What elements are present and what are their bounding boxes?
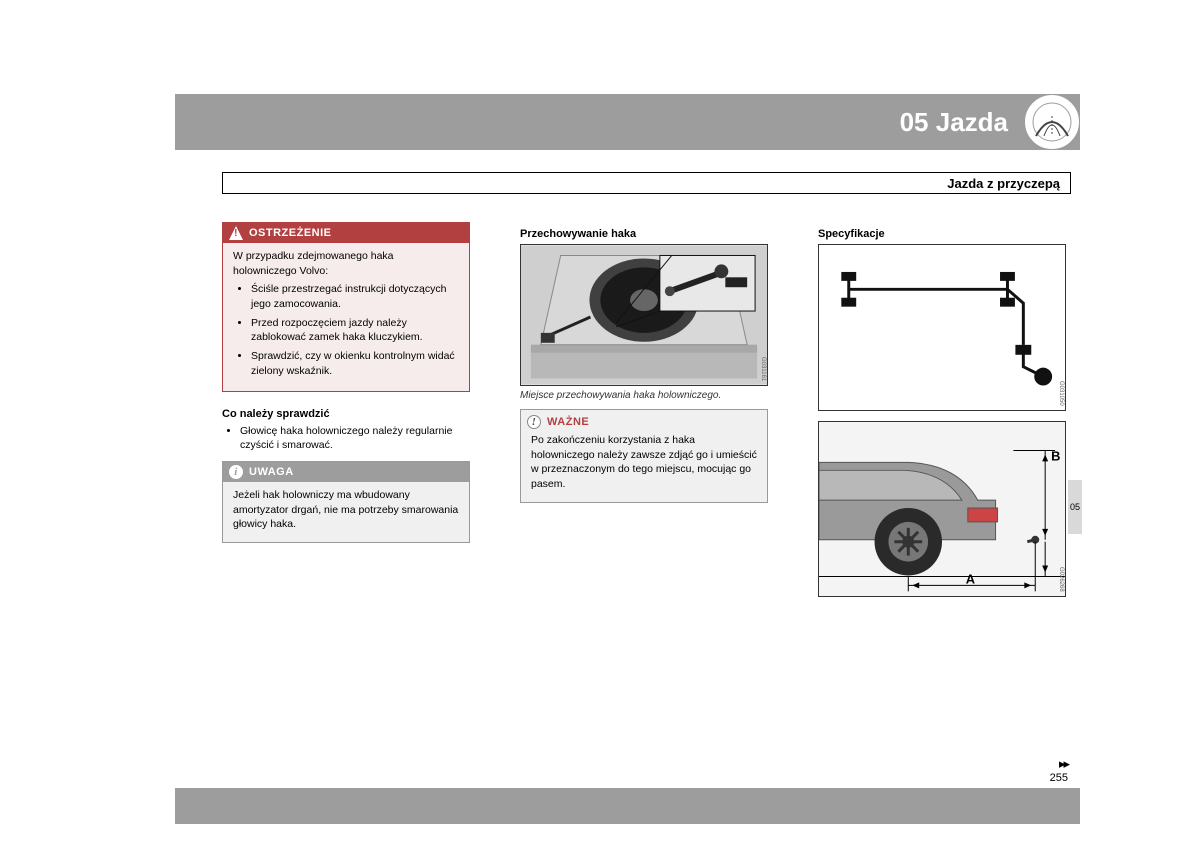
side-tab-label: 05 bbox=[1070, 502, 1080, 512]
spec-heading: Specyfikacje bbox=[818, 228, 1066, 240]
continue-indicator-icon: ▸▸ bbox=[1059, 756, 1068, 772]
chapter-title: 05 Jazda bbox=[900, 107, 1008, 138]
column-1: ! OSTRZEŻENIE W przypadku zdejmowanego h… bbox=[222, 222, 470, 597]
warning-item: Sprawdzić, czy w okienku kontrolnym wida… bbox=[251, 349, 459, 378]
content-grid: ! OSTRZEŻENIE W przypadku zdejmowanego h… bbox=[222, 222, 1071, 597]
storage-heading: Przechowywanie haka bbox=[520, 228, 768, 240]
important-label: WAŻNE bbox=[547, 416, 589, 428]
note-body: Jeżeli hak holowniczy ma wbudowany amort… bbox=[223, 482, 469, 542]
side-chapter-tab: 05 bbox=[1068, 480, 1082, 534]
figure-caption: Miejsce przechowywania haka holowniczego… bbox=[520, 390, 768, 401]
warning-header: ! OSTRZEŻENIE bbox=[223, 223, 469, 243]
figure-code: G031050 bbox=[1058, 381, 1064, 406]
section-title: Jazda z przyczepą bbox=[947, 176, 1060, 191]
exclamation-icon: ! bbox=[527, 415, 541, 429]
check-heading: Co należy sprawdzić bbox=[222, 408, 470, 420]
note-label: UWAGA bbox=[249, 466, 294, 478]
dim-b-label: B bbox=[1051, 448, 1060, 463]
warning-triangle-icon: ! bbox=[229, 226, 243, 240]
check-item: Głowicę haka holowniczego należy regular… bbox=[240, 424, 470, 453]
note-box: i UWAGA Jeżeli hak holowniczy ma wbudowa… bbox=[222, 461, 470, 543]
important-header: ! WAŻNE bbox=[521, 410, 767, 429]
trunk-illustration bbox=[521, 245, 767, 385]
car-dimensions-illustration: B A bbox=[819, 422, 1065, 596]
check-list: Głowicę haka holowniczego należy regular… bbox=[222, 424, 470, 453]
figure-storage: G031161 bbox=[520, 244, 768, 386]
figure-code: G026268 bbox=[1058, 567, 1064, 592]
warning-item: Przed rozpoczęciem jazdy należy zablokow… bbox=[251, 316, 459, 345]
section-title-bar: Jazda z przyczepą bbox=[222, 172, 1071, 194]
warning-label: OSTRZEŻENIE bbox=[249, 227, 332, 239]
chapter-road-icon bbox=[1024, 94, 1080, 150]
warning-box: ! OSTRZEŻENIE W przypadku zdejmowanego h… bbox=[222, 222, 470, 392]
page-number: 255 bbox=[1050, 772, 1068, 784]
info-icon: i bbox=[229, 465, 243, 479]
chapter-header-band: 05 Jazda bbox=[175, 94, 1080, 150]
column-2: Przechowywanie haka bbox=[520, 222, 768, 597]
figure-code: G031161 bbox=[760, 357, 766, 381]
footer-band bbox=[175, 788, 1080, 824]
column-3: Specyfikacje G031050 bbox=[818, 222, 1066, 597]
warning-item: Ściśle przestrzegać instrukcji dotyczący… bbox=[251, 282, 459, 311]
dim-a-label: A bbox=[966, 571, 975, 586]
important-body: Po zakończeniu korzystania z haka holown… bbox=[521, 429, 767, 502]
figure-towbar: G031050 bbox=[818, 244, 1066, 411]
figure-car-dimensions: B A G026268 bbox=[818, 421, 1066, 597]
important-box: ! WAŻNE Po zakończeniu korzystania z hak… bbox=[520, 409, 768, 503]
warning-intro: W przypadku zdejmowanego haka holownicze… bbox=[233, 249, 459, 278]
warning-body: W przypadku zdejmowanego haka holownicze… bbox=[223, 243, 469, 391]
warning-list: Ściśle przestrzegać instrukcji dotyczący… bbox=[233, 282, 459, 378]
towbar-illustration bbox=[819, 245, 1065, 410]
note-header: i UWAGA bbox=[223, 462, 469, 482]
